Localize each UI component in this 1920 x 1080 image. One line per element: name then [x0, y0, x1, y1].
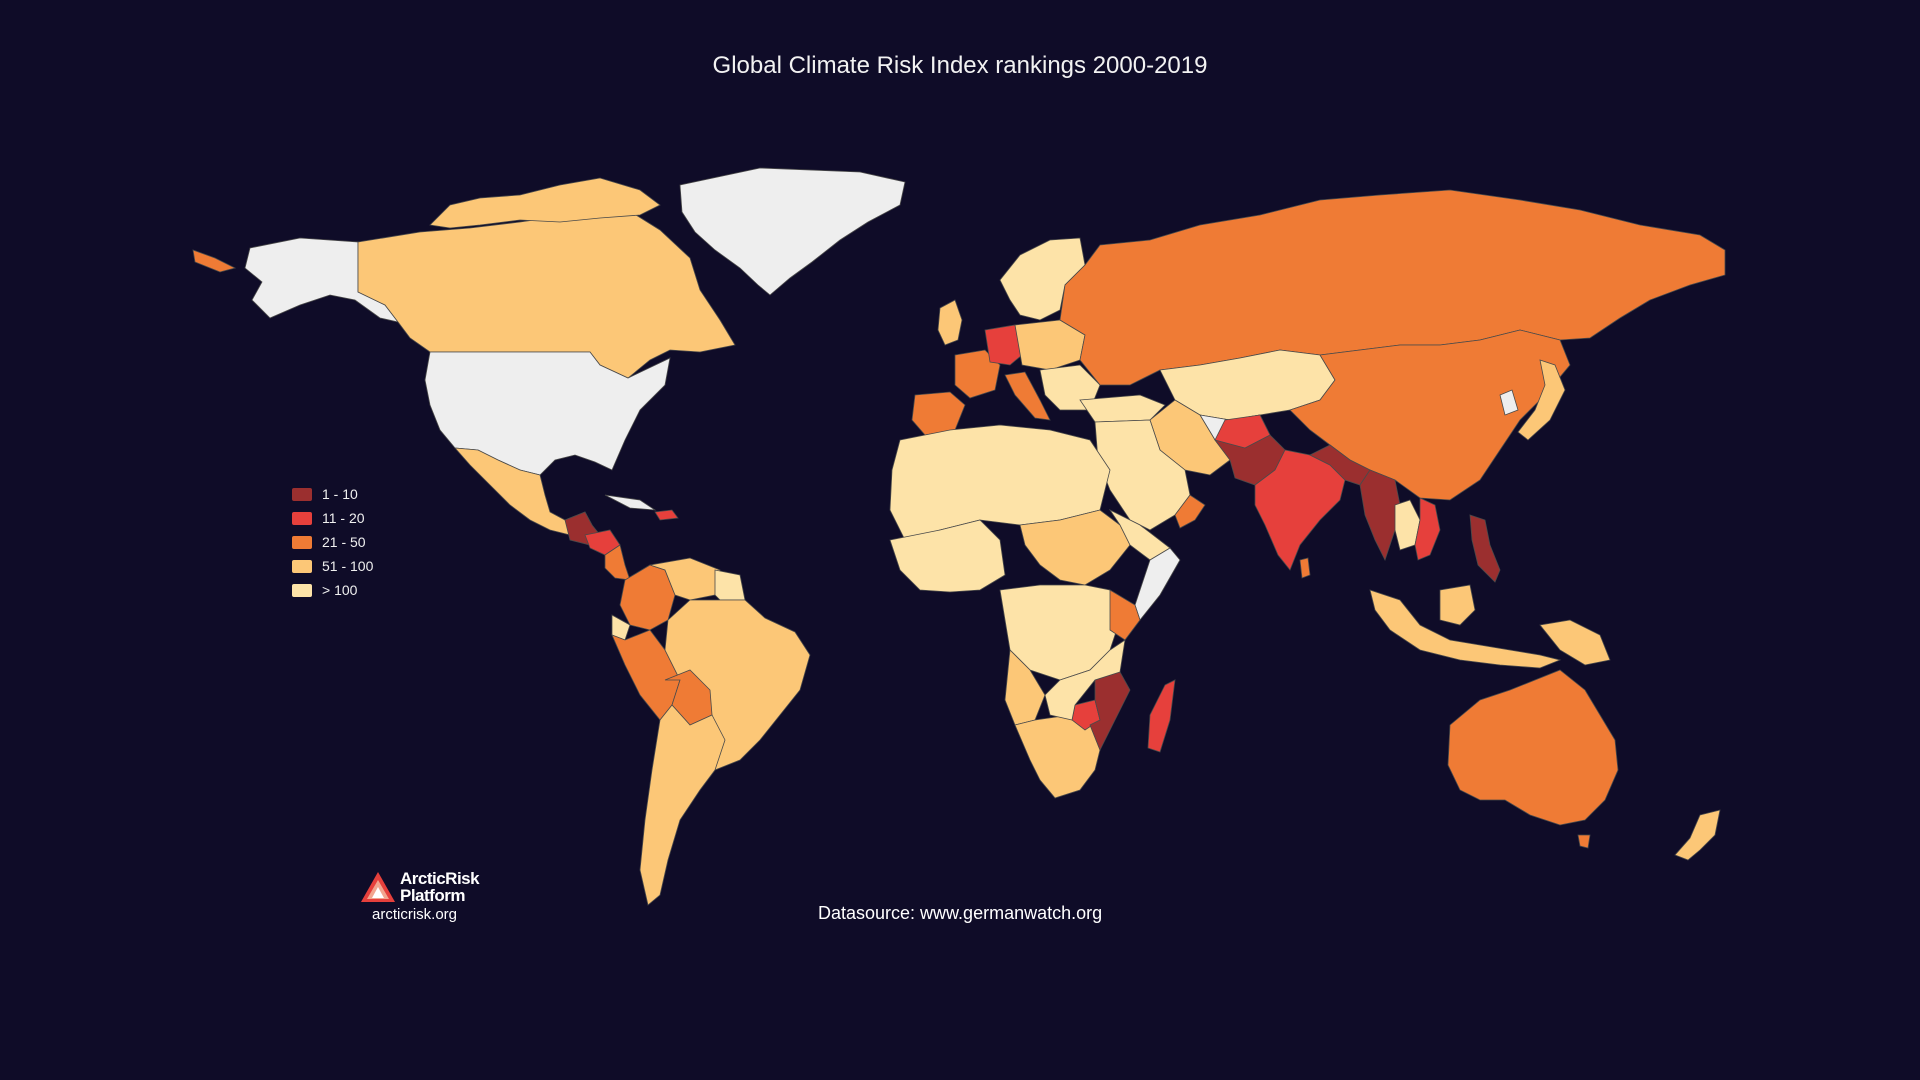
country-korea[interactable] [1499, 389, 1519, 416]
country-japan[interactable] [1517, 359, 1566, 441]
triangle-logo-icon [361, 872, 395, 902]
legend-swatch [292, 559, 312, 573]
country-canada-islands[interactable] [429, 177, 661, 229]
legend-label: 1 - 10 [322, 486, 358, 502]
legend-swatch [292, 583, 312, 597]
country-borneo[interactable] [1439, 584, 1476, 626]
country-east-africa-south[interactable] [1044, 639, 1126, 721]
country-oman-yemen[interactable] [1174, 494, 1206, 529]
datasource-credit: Datasource: www.germanwatch.org [818, 903, 1103, 923]
country-philippines[interactable] [1469, 514, 1501, 583]
logo-line2: Platform [400, 886, 465, 905]
country-guianas[interactable] [714, 569, 746, 601]
country-myanmar[interactable] [1359, 469, 1401, 562]
country-papua[interactable] [1539, 619, 1611, 666]
legend-label: > 100 [322, 582, 358, 598]
country-tasmania[interactable] [1577, 834, 1591, 849]
country-new-zealand[interactable] [1674, 809, 1721, 861]
legend-item: 1 - 10 [292, 482, 373, 506]
legend-swatch [292, 487, 312, 501]
legend-item: 51 - 100 [292, 554, 373, 578]
country-china[interactable] [1289, 329, 1571, 501]
legend-swatch [292, 535, 312, 549]
country-madagascar[interactable] [1147, 679, 1176, 753]
arcticrisk-logo[interactable]: ArcticRisk Platform arcticrisk.org [360, 869, 500, 923]
country-mozambique[interactable] [1089, 671, 1131, 751]
country-usa[interactable] [424, 351, 671, 476]
map-title: Global Climate Risk Index rankings 2000-… [712, 52, 1208, 79]
country-uk[interactable] [937, 299, 963, 346]
legend-item: 11 - 20 [292, 506, 373, 530]
country-kenya[interactable] [1109, 589, 1141, 641]
country-southern-cone[interactable] [639, 704, 726, 906]
country-cuba[interactable] [604, 494, 657, 511]
country-russia-east-tip[interactable] [192, 249, 237, 273]
logo-wordmark: ArcticRisk Platform [400, 869, 480, 905]
legend-label: 21 - 50 [322, 534, 366, 550]
country-iberia[interactable] [911, 391, 966, 436]
logo-url[interactable]: arcticrisk.org [372, 906, 458, 923]
legend-item: > 100 [292, 578, 373, 602]
country-sahel-east[interactable] [1019, 509, 1131, 586]
country-somalia[interactable] [1134, 547, 1181, 621]
logo-line1: ArcticRisk [400, 869, 480, 888]
country-west-africa[interactable] [889, 519, 1006, 593]
country-india[interactable] [1254, 449, 1346, 571]
country-germany[interactable] [984, 324, 1023, 366]
country-haiti[interactable] [654, 509, 679, 521]
map-legend: 1 - 10 11 - 20 21 - 50 51 - 100 > 100 [292, 482, 373, 602]
country-france[interactable] [954, 349, 1001, 399]
legend-swatch [292, 511, 312, 525]
country-australia[interactable] [1447, 669, 1619, 826]
country-sri-lanka[interactable] [1299, 557, 1311, 579]
legend-label: 51 - 100 [322, 558, 374, 574]
country-afghanistan[interactable] [1214, 414, 1271, 449]
country-vietnam[interactable] [1414, 497, 1441, 561]
country-turkey[interactable] [1079, 394, 1166, 423]
country-venezuela[interactable] [649, 557, 721, 601]
country-indonesia[interactable] [1369, 589, 1562, 669]
legend-item: 21 - 50 [292, 530, 373, 554]
country-italy[interactable] [1004, 371, 1051, 421]
legend-label: 11 - 20 [322, 510, 365, 526]
country-greenland[interactable] [679, 167, 906, 296]
country-russia[interactable] [1059, 189, 1726, 386]
